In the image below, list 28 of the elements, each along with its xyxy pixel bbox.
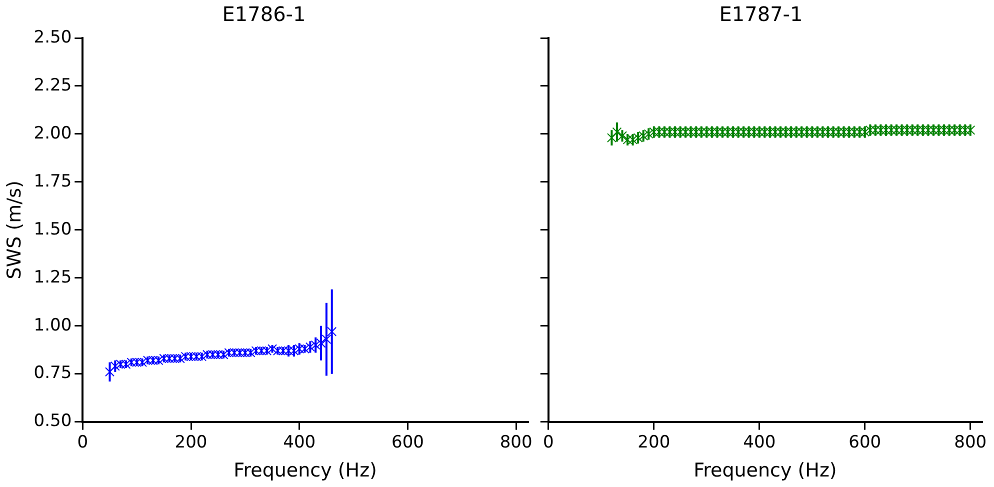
x-tick-label: 600 [848,432,882,452]
x-tick-label: 800 [500,432,532,452]
x-tick-label: 0 [542,432,554,452]
point [105,367,114,377]
x-axis-title: Frequency (Hz) [234,460,377,482]
y-tick-label: 0.75 [34,363,72,384]
x-tick-label: 200 [638,432,670,452]
y-tick-label: 1.00 [34,315,72,336]
point [310,340,320,350]
x-tick-label: 0 [77,432,88,452]
y-tick-label: 1.75 [34,171,72,192]
y-tick-label: 2.00 [34,123,72,144]
y-tick-label: 0.50 [34,411,72,432]
chart-title: E1786-1 [222,2,306,26]
x-axis-title: Frequency (Hz) [694,460,837,482]
x-tick-label: 600 [391,432,424,452]
y-tick-label: 2.50 [34,27,72,48]
point [322,334,332,344]
y-tick-label: 1.50 [34,219,72,240]
y-tick-label: 2.25 [34,75,72,96]
x-tick-label: 400 [283,432,316,452]
x-tick-label: 800 [954,432,987,452]
x-tick-label: 200 [174,432,208,452]
x-tick-label: 400 [743,432,776,452]
point [327,326,337,336]
chart-title: E1787-1 [719,2,803,26]
y-tick-label: 1.25 [34,267,72,288]
y-axis-title: SWS (m/s) [3,180,26,280]
